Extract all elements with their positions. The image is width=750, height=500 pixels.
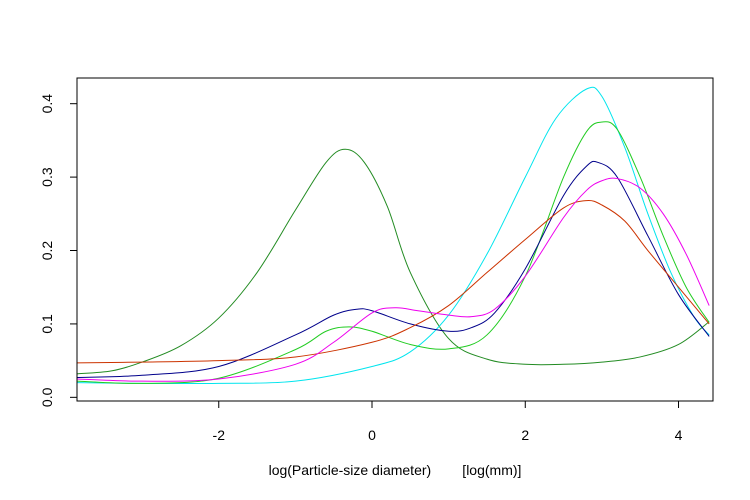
y-tick-label: 0.4 (39, 94, 55, 114)
x-axis: -2 0 2 4 (213, 400, 683, 443)
x-tick-label: 0 (368, 427, 376, 443)
x-axis-title: log(Particle-size diameter) [log(mm)] (269, 462, 522, 478)
series-line-5 (76, 199, 710, 364)
y-tick-label: 0.3 (39, 167, 55, 187)
series-line-2 (76, 86, 710, 385)
series-line-6 (76, 177, 710, 382)
x-tick-label: 2 (521, 427, 529, 443)
y-tick-label: 0.0 (39, 387, 55, 407)
x-tick-label: 4 (675, 427, 683, 443)
series-line-3 (76, 121, 710, 384)
series-line-4 (76, 160, 710, 379)
plot-frame (76, 77, 714, 402)
series-line-1 (76, 148, 710, 375)
y-axis: 0.0 0.1 0.2 0.3 0.4 (39, 94, 78, 407)
x-tick-label: -2 (213, 427, 226, 443)
y-tick-label: 0.1 (39, 314, 55, 334)
series-layer (76, 86, 710, 385)
y-tick-label: 0.2 (39, 241, 55, 261)
